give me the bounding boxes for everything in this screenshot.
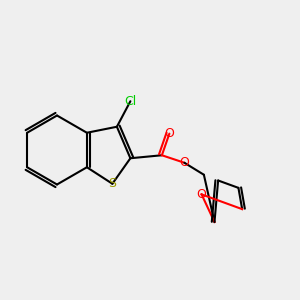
Text: Cl: Cl	[124, 95, 136, 108]
Text: O: O	[164, 127, 174, 140]
Text: S: S	[108, 177, 116, 190]
Text: O: O	[196, 188, 206, 201]
Text: O: O	[179, 156, 189, 169]
